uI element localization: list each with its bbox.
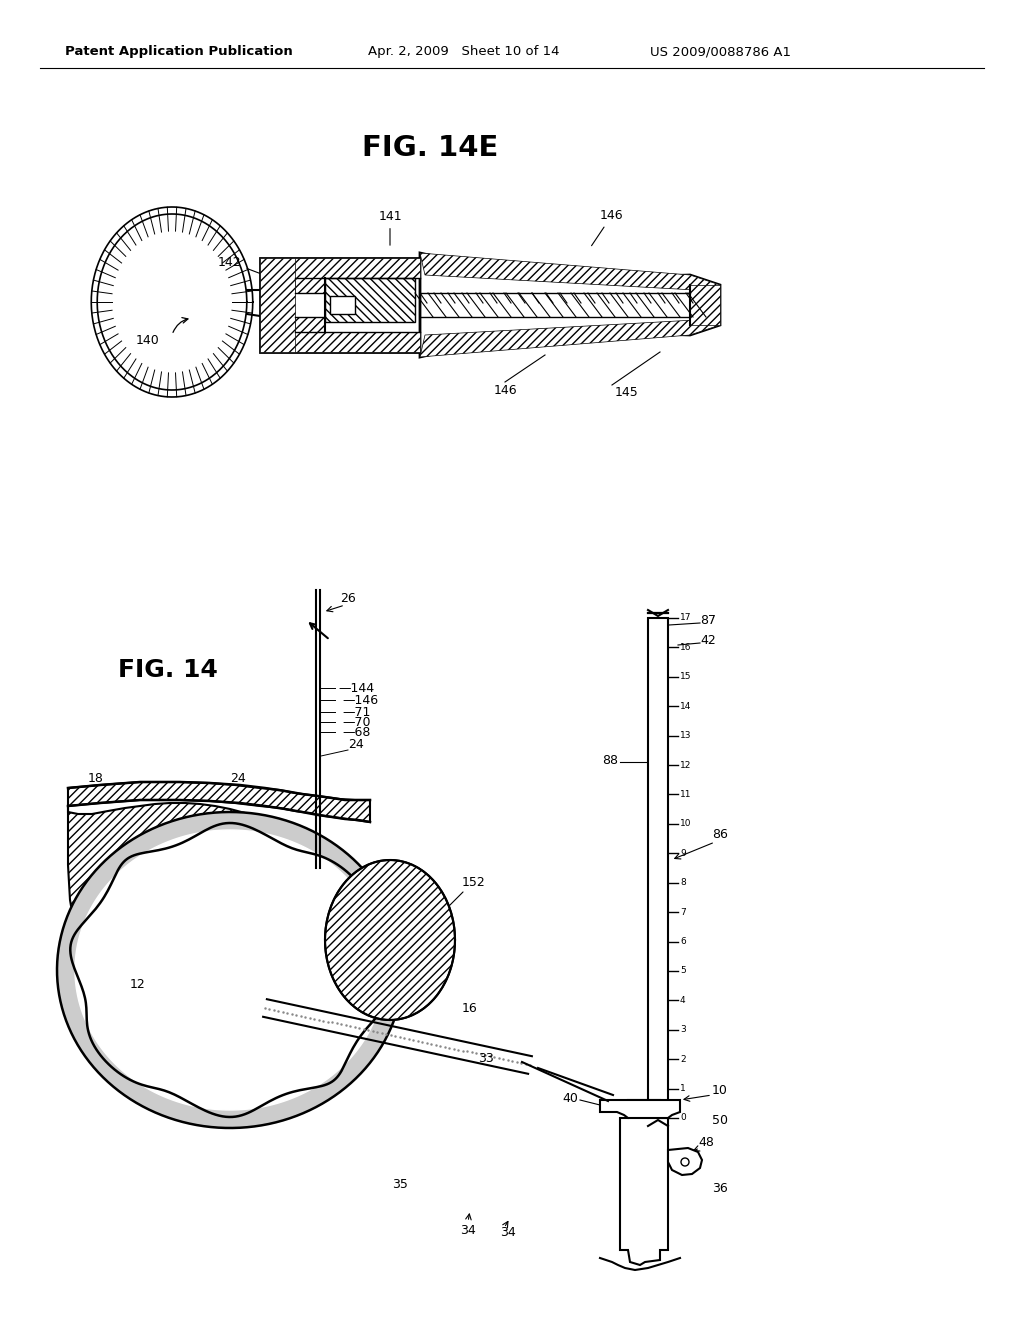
Polygon shape (600, 1100, 680, 1118)
Bar (260, 257, 420, 352)
Text: 9: 9 (680, 849, 686, 858)
Polygon shape (75, 830, 385, 1110)
Text: —146: —146 (342, 693, 378, 706)
Text: 16: 16 (462, 1002, 478, 1015)
Text: Patent Application Publication: Patent Application Publication (65, 45, 293, 58)
Text: 26: 26 (340, 591, 355, 605)
Text: 146: 146 (592, 209, 624, 246)
Text: 24: 24 (230, 771, 246, 784)
Text: 88: 88 (602, 754, 618, 767)
Bar (260, 257, 420, 279)
Text: 48: 48 (698, 1135, 714, 1148)
Text: 12: 12 (130, 978, 145, 991)
Bar (260, 333, 420, 352)
Text: 7: 7 (680, 908, 686, 916)
Text: 24: 24 (348, 738, 364, 751)
Text: 35: 35 (392, 1179, 408, 1192)
Polygon shape (325, 861, 455, 1020)
Text: US 2009/0088786 A1: US 2009/0088786 A1 (650, 45, 791, 58)
Text: 1: 1 (680, 1084, 686, 1093)
Text: 3: 3 (680, 1026, 686, 1035)
Bar (690, 285, 720, 325)
Polygon shape (420, 310, 720, 356)
Text: FIG. 14: FIG. 14 (118, 657, 218, 682)
Text: Apr. 2, 2009   Sheet 10 of 14: Apr. 2, 2009 Sheet 10 of 14 (368, 45, 559, 58)
Polygon shape (68, 781, 370, 822)
Text: 12: 12 (680, 760, 691, 770)
Polygon shape (68, 803, 335, 1078)
Text: —144: —144 (338, 681, 374, 694)
Circle shape (681, 1158, 689, 1166)
Text: 33: 33 (478, 1052, 494, 1064)
Ellipse shape (325, 861, 455, 1020)
Text: 17: 17 (680, 614, 691, 623)
Polygon shape (420, 253, 720, 300)
Text: 87: 87 (700, 614, 716, 627)
Bar (325, 279, 415, 322)
Text: 8: 8 (680, 878, 686, 887)
Bar (260, 257, 295, 352)
Text: 11: 11 (680, 789, 691, 799)
Text: 14: 14 (680, 702, 691, 710)
Text: FIG. 14E: FIG. 14E (361, 135, 499, 162)
Bar (295, 279, 325, 293)
Text: 146: 146 (494, 384, 517, 396)
Text: 86: 86 (712, 829, 728, 842)
Text: 10: 10 (680, 820, 691, 829)
Text: —70: —70 (342, 715, 371, 729)
Text: 10: 10 (712, 1084, 728, 1097)
Bar (295, 317, 325, 333)
Bar (330, 296, 355, 314)
Text: 18: 18 (88, 771, 103, 784)
Text: 36: 36 (712, 1181, 728, 1195)
Text: 15: 15 (680, 672, 691, 681)
Text: 145: 145 (615, 387, 639, 400)
Polygon shape (668, 1148, 702, 1175)
Text: 13: 13 (680, 731, 691, 741)
Text: 2: 2 (680, 1055, 686, 1064)
Text: 4: 4 (680, 995, 686, 1005)
Text: 140: 140 (136, 334, 160, 346)
Polygon shape (420, 253, 720, 356)
Polygon shape (80, 836, 380, 1105)
Text: 16: 16 (680, 643, 691, 652)
Text: 34: 34 (460, 1224, 476, 1237)
Text: 152: 152 (462, 875, 485, 888)
Text: 141: 141 (378, 210, 401, 246)
Bar (648, 618, 668, 1118)
Polygon shape (620, 1100, 668, 1265)
Text: 34: 34 (500, 1225, 516, 1238)
Polygon shape (57, 812, 403, 1129)
Polygon shape (102, 220, 242, 384)
Text: 142: 142 (218, 256, 268, 277)
Text: —68: —68 (342, 726, 371, 738)
Text: 50: 50 (712, 1114, 728, 1126)
Text: 40: 40 (562, 1092, 578, 1105)
Text: —71: —71 (342, 705, 371, 718)
Text: 42: 42 (700, 634, 716, 647)
Text: 6: 6 (680, 937, 686, 946)
Text: 5: 5 (680, 966, 686, 975)
Text: 0: 0 (680, 1114, 686, 1122)
